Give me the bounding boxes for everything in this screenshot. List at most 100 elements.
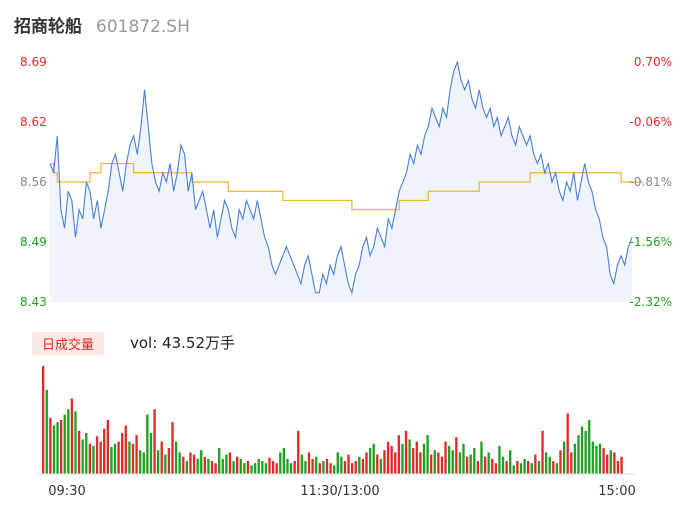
volume-bar xyxy=(390,445,393,474)
volume-bar xyxy=(570,452,573,474)
volume-bar xyxy=(422,443,426,474)
volume-bar xyxy=(559,450,562,474)
volume-bar xyxy=(63,414,66,474)
volume-bar xyxy=(135,435,138,474)
volume-bar xyxy=(609,450,612,474)
volume-bar xyxy=(534,454,537,474)
volume-bar xyxy=(297,430,300,474)
volume-bar xyxy=(401,443,404,474)
volume-bar xyxy=(315,456,318,474)
volume-bar xyxy=(329,463,332,474)
y-tick-right: -2.32% xyxy=(630,295,672,309)
volume-bar xyxy=(214,463,217,474)
volume-bar xyxy=(192,454,196,474)
volume-bar xyxy=(67,409,70,474)
volume-bar xyxy=(613,452,616,474)
volume-bar xyxy=(174,441,178,474)
volume-bar xyxy=(358,456,361,474)
x-tick-label: 15:00 xyxy=(598,484,635,499)
volume-bar xyxy=(59,420,63,474)
stock-name: 招商轮船 xyxy=(14,17,82,37)
volume-bar xyxy=(588,420,591,474)
volume-bar xyxy=(232,461,235,474)
volume-bar xyxy=(268,457,271,474)
volume-bar xyxy=(182,456,185,474)
volume-bar xyxy=(473,448,476,474)
volume-bar xyxy=(372,443,375,474)
volume-bar xyxy=(185,461,189,474)
volume-bar xyxy=(142,452,145,474)
volume-bar xyxy=(110,447,113,474)
volume-bar xyxy=(598,443,602,474)
volume-bar xyxy=(512,465,515,474)
volume-bar xyxy=(368,448,372,474)
y-tick-right: -1.56% xyxy=(630,235,672,249)
volume-bar xyxy=(437,452,440,474)
volume-bar xyxy=(52,425,56,474)
volume-bar xyxy=(253,463,257,474)
volume-bar xyxy=(519,463,523,474)
volume-bar xyxy=(70,398,74,474)
volume-bar xyxy=(210,461,214,474)
volume-bar xyxy=(117,441,120,474)
volume-bar xyxy=(430,454,433,474)
y-tick-right: 0.70% xyxy=(634,55,672,69)
volume-bar xyxy=(509,450,512,474)
volume-bar xyxy=(178,452,181,474)
volume-total-text: vol: 43.52万手 xyxy=(130,334,235,352)
volume-bar xyxy=(483,456,487,474)
volume-bar xyxy=(225,454,228,474)
volume-bar xyxy=(286,458,289,474)
volume-bar xyxy=(307,452,311,474)
volume-bar xyxy=(620,456,623,474)
y-tick-right: -0.06% xyxy=(630,115,672,129)
volume-bar xyxy=(354,461,357,474)
volume-bar xyxy=(189,452,192,474)
volume-bar xyxy=(415,441,418,474)
volume-bar xyxy=(379,458,383,474)
volume-bar xyxy=(322,461,325,474)
volume-bar xyxy=(113,443,117,474)
volume-bar xyxy=(562,441,566,474)
volume-bar xyxy=(228,452,232,474)
stock-header: 招商轮船 601872.SH xyxy=(14,12,190,40)
volume-bar xyxy=(447,445,451,474)
volume-bar xyxy=(264,463,268,474)
volume-bar xyxy=(530,463,533,474)
y-tick-left: 8.56 xyxy=(20,175,47,189)
volume-bar xyxy=(606,454,609,474)
volume-bar xyxy=(480,441,483,474)
y-tick-left: 8.49 xyxy=(20,235,47,249)
volume-bar xyxy=(333,465,336,474)
volume-bar xyxy=(171,422,174,474)
volume-bar xyxy=(404,430,408,474)
volume-bar xyxy=(45,389,48,474)
volume-bar xyxy=(365,452,368,474)
volume-bar xyxy=(293,461,296,474)
volume-bar xyxy=(383,450,386,474)
volume-bar xyxy=(160,441,163,474)
volume-bar xyxy=(462,443,465,474)
volume-bar xyxy=(164,454,167,474)
volume-bar xyxy=(465,456,469,474)
y-tick-left: 8.69 xyxy=(20,55,47,69)
volume-bar xyxy=(340,456,343,474)
y-tick-right: -0.81% xyxy=(630,175,672,189)
volume-bar xyxy=(412,448,415,474)
volume-bar xyxy=(573,443,577,474)
volume-bar xyxy=(149,432,153,474)
volume-tab[interactable]: 日成交量 xyxy=(32,332,105,355)
volume-bar xyxy=(200,450,203,474)
volume-bar xyxy=(347,454,350,474)
volume-bar xyxy=(103,428,106,474)
volume-bar xyxy=(394,452,397,474)
volume-bar xyxy=(361,458,365,474)
volume-bar xyxy=(300,454,304,474)
volume-bar xyxy=(218,448,221,474)
volume-bar xyxy=(271,461,275,474)
volume-bar xyxy=(591,441,595,474)
y-tick-left: 8.62 xyxy=(20,115,47,129)
volume-bar xyxy=(325,458,329,474)
volume-bar xyxy=(77,430,81,474)
volume-bar xyxy=(523,458,526,474)
